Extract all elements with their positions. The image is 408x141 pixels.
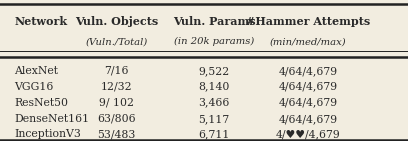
Text: (Vuln./Total): (Vuln./Total) <box>85 37 147 46</box>
Text: 4/64/4,679: 4/64/4,679 <box>279 114 337 124</box>
Text: #Hammer Attempts: #Hammer Attempts <box>246 16 370 27</box>
Text: 7/16: 7/16 <box>104 66 129 76</box>
Text: 12/32: 12/32 <box>100 82 132 92</box>
Text: InceptionV3: InceptionV3 <box>14 129 81 139</box>
Text: 53/483: 53/483 <box>97 129 135 139</box>
Text: (in 20k params): (in 20k params) <box>174 37 254 46</box>
Text: 8,140: 8,140 <box>199 82 230 92</box>
Text: 63/806: 63/806 <box>97 114 135 124</box>
Text: 4/64/4,679: 4/64/4,679 <box>279 82 337 92</box>
Text: 4/64/4,679: 4/64/4,679 <box>279 66 337 76</box>
Text: 4/♥♥/4,679: 4/♥♥/4,679 <box>276 129 340 139</box>
Text: 9/ 102: 9/ 102 <box>99 98 134 108</box>
Text: VGG16: VGG16 <box>14 82 54 92</box>
Text: AlexNet: AlexNet <box>14 66 58 76</box>
Text: Vuln. Objects: Vuln. Objects <box>75 16 158 27</box>
Text: DenseNet161: DenseNet161 <box>14 114 89 124</box>
Text: 5,117: 5,117 <box>199 114 230 124</box>
Text: Network: Network <box>14 16 67 27</box>
Text: 6,711: 6,711 <box>199 129 230 139</box>
Text: 3,466: 3,466 <box>199 98 230 108</box>
Text: Vuln. Params: Vuln. Params <box>173 16 255 27</box>
Text: 9,522: 9,522 <box>199 66 230 76</box>
Text: (min/med/max): (min/med/max) <box>270 37 346 46</box>
Text: ResNet50: ResNet50 <box>14 98 68 108</box>
Text: 4/64/4,679: 4/64/4,679 <box>279 98 337 108</box>
